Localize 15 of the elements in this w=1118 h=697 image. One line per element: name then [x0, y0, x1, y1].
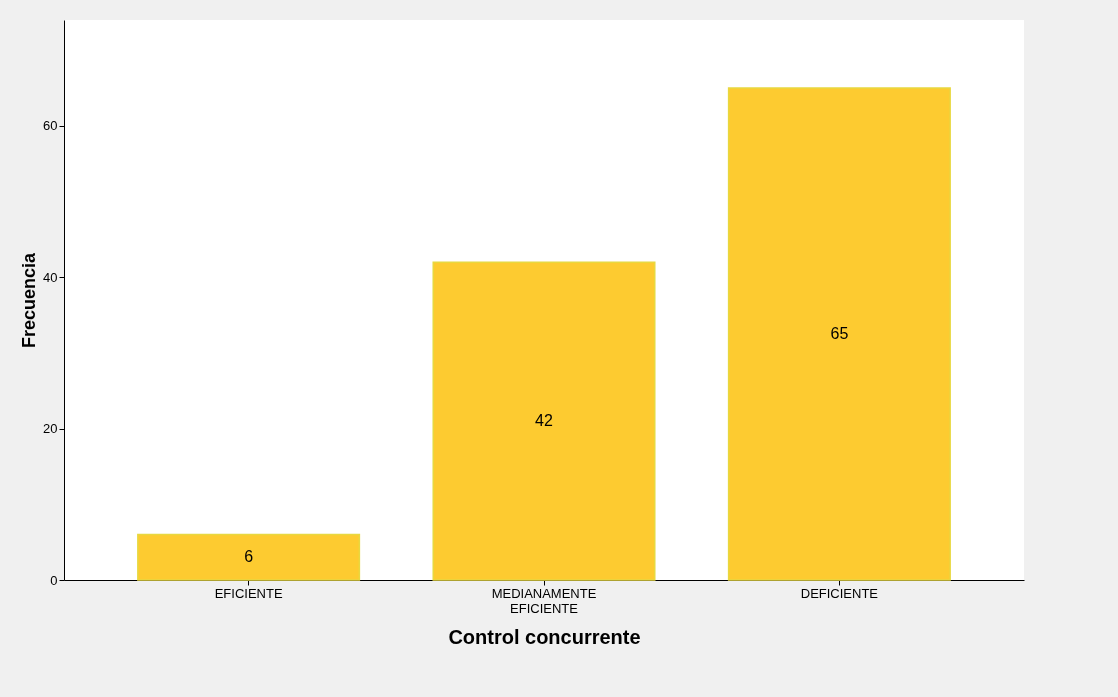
- y-tick-label: 0: [50, 572, 58, 588]
- bar: [137, 533, 361, 581]
- y-tick-label: 40: [43, 269, 58, 285]
- bar: [432, 261, 656, 581]
- y-tick-label: 60: [43, 118, 58, 134]
- x-tick-label: DEFICIENTE: [800, 585, 879, 601]
- x-tick-label: MEDIANAMENTE EFICIENTE: [491, 585, 597, 616]
- bar: [727, 87, 951, 581]
- data-label: 65: [830, 325, 849, 343]
- data-label: 42: [535, 412, 553, 430]
- x-tick-label: EFICIENTE: [214, 585, 283, 601]
- x-axis-title: Control concurrente: [448, 625, 641, 648]
- y-tick-label: 20: [43, 421, 58, 437]
- y-axis-title: Frecuencia: [19, 251, 40, 349]
- data-label: 6: [244, 548, 254, 566]
